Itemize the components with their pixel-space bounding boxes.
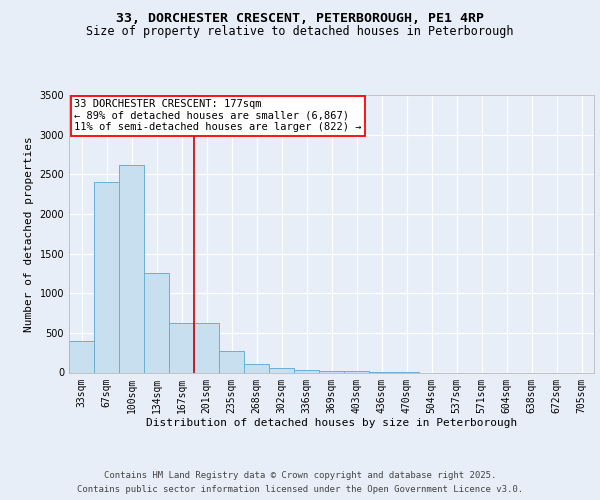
Text: 33, DORCHESTER CRESCENT, PETERBOROUGH, PE1 4RP: 33, DORCHESTER CRESCENT, PETERBOROUGH, P… [116, 12, 484, 26]
Bar [169, 322, 194, 372]
Text: Contains HM Land Registry data © Crown copyright and database right 2025.: Contains HM Land Registry data © Crown c… [104, 471, 496, 480]
Bar [344, 371, 369, 372]
Bar [144, 274, 169, 372]
Bar [69, 341, 94, 372]
Bar [119, 165, 144, 372]
Text: 33 DORCHESTER CRESCENT: 177sqm
← 89% of detached houses are smaller (6,867)
11% : 33 DORCHESTER CRESCENT: 177sqm ← 89% of … [74, 99, 362, 132]
Bar [244, 364, 269, 372]
Bar [269, 368, 294, 372]
Text: Contains public sector information licensed under the Open Government Licence v3: Contains public sector information licen… [77, 485, 523, 494]
Y-axis label: Number of detached properties: Number of detached properties [24, 136, 34, 332]
Bar [94, 182, 119, 372]
X-axis label: Distribution of detached houses by size in Peterborough: Distribution of detached houses by size … [146, 418, 517, 428]
Bar [319, 370, 344, 372]
Bar [194, 322, 219, 372]
Bar [294, 370, 319, 372]
Text: Size of property relative to detached houses in Peterborough: Size of property relative to detached ho… [86, 25, 514, 38]
Bar [219, 352, 244, 372]
